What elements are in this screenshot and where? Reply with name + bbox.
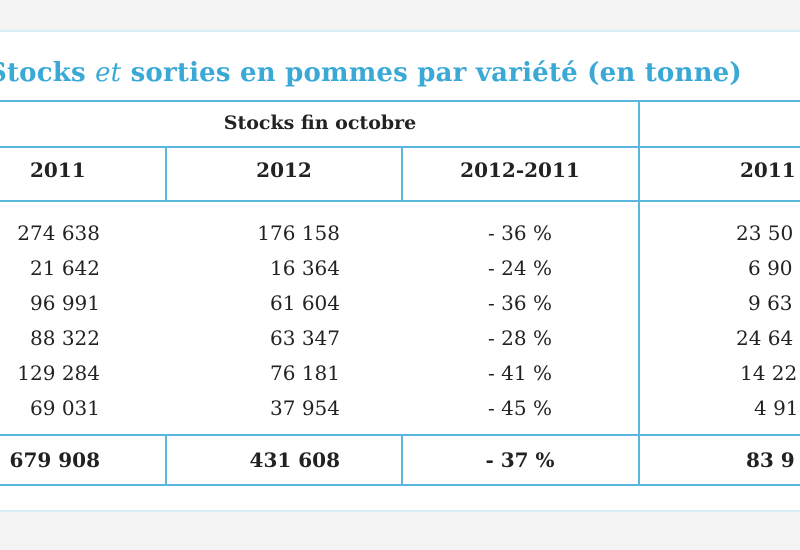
rule-vertical-2-head [401, 146, 403, 202]
group-header-stocks: Stocks fin octobre [223, 112, 417, 134]
cell-2012: 16 364 [270, 256, 340, 280]
cell-2011: 274 638 [17, 221, 100, 245]
title-part-2: et [95, 58, 122, 88]
table-title: Stocks et sorties en pommes par variété … [0, 58, 742, 88]
rule-bottom [0, 484, 800, 486]
total-2012: 431 608 [249, 448, 340, 472]
table-card [0, 30, 800, 512]
rule-total [0, 434, 800, 436]
cell-2012: 76 181 [270, 361, 340, 385]
cell-2012: 37 954 [270, 396, 340, 420]
total-2011: 679 908 [9, 448, 100, 472]
cell-diff: - 36 % [488, 291, 552, 315]
cell-2011-next: 6 90 [748, 256, 793, 280]
column-header-2011-next: 2011 [740, 158, 796, 182]
title-part-3: sorties en pommes par variété (en tonne) [130, 58, 742, 88]
cell-2012: 63 347 [270, 326, 340, 350]
rule-column-header [0, 200, 800, 202]
cell-2012: 61 604 [270, 291, 340, 315]
cell-2011-next: 9 63 [748, 291, 793, 315]
column-header-2011: 2011 [30, 158, 86, 182]
column-header-2012: 2012 [256, 158, 312, 182]
total-diff: - 37 % [485, 448, 555, 472]
rule-vertical-2-total [401, 434, 403, 486]
cell-2011: 21 642 [30, 256, 100, 280]
cell-2011: 88 322 [30, 326, 100, 350]
cell-diff: - 41 % [488, 361, 552, 385]
cell-2011-next: 14 22 [740, 361, 798, 385]
cell-2011-next: 4 91 [754, 396, 799, 420]
total-2011-next: 83 9 [746, 448, 795, 472]
cell-2011: 129 284 [17, 361, 100, 385]
rule-vertical-1-total [165, 434, 167, 486]
cell-2011-next: 23 50 [736, 221, 794, 245]
cell-diff: - 45 % [488, 396, 552, 420]
cell-2011: 96 991 [30, 291, 100, 315]
cell-diff: - 24 % [488, 256, 552, 280]
cell-diff: - 36 % [488, 221, 552, 245]
cell-2012: 176 158 [257, 221, 340, 245]
rule-top [0, 100, 800, 102]
cell-diff: - 28 % [488, 326, 552, 350]
cell-2011: 69 031 [30, 396, 100, 420]
title-part-1: Stocks [0, 58, 86, 88]
rule-vertical-group [638, 100, 640, 486]
rule-group-header [0, 146, 800, 148]
cell-2011-next: 24 64 [736, 326, 794, 350]
column-header-diff: 2012-2011 [460, 158, 580, 182]
rule-vertical-1-head [165, 146, 167, 202]
